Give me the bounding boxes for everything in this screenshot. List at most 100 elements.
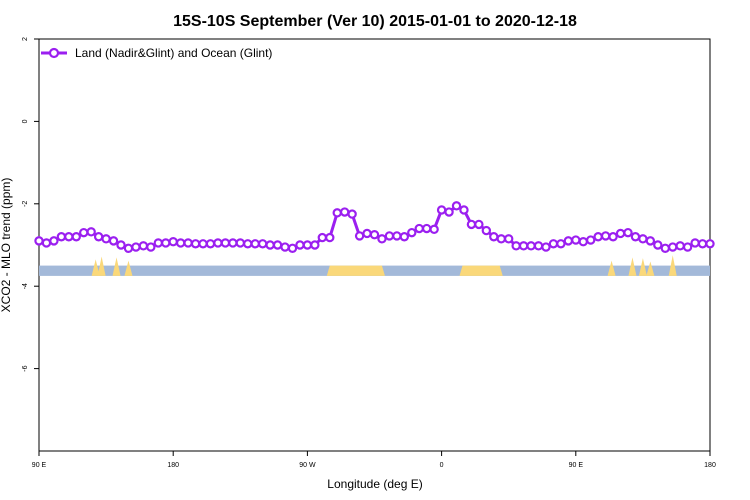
series-layer — [34, 201, 715, 253]
data-point — [548, 239, 559, 249]
data-point — [354, 231, 365, 241]
data-point — [280, 242, 290, 252]
x-tick-label: 90 W — [299, 462, 316, 469]
data-point — [339, 207, 350, 217]
surface-band — [39, 255, 710, 276]
data-point — [586, 235, 596, 245]
data-point — [645, 236, 656, 246]
x-axis-label: Longitude (deg E) — [327, 477, 422, 491]
data-point — [93, 232, 104, 242]
data-point — [131, 242, 141, 252]
data-point — [71, 232, 81, 242]
data-point — [466, 219, 477, 230]
data-point — [399, 232, 410, 242]
data-point — [690, 238, 700, 248]
data-point — [228, 238, 238, 248]
land-segment — [459, 265, 503, 276]
data-point — [250, 239, 260, 249]
x-tick-label: 0 — [440, 462, 444, 469]
y-tick-label: -4 — [22, 283, 29, 289]
x-axis: 90 E 180 90 W 0 90 E 180 — [32, 451, 716, 469]
data-point — [638, 234, 648, 244]
y-axis-label: XCO2 - MLO trend (ppm) — [0, 178, 13, 313]
land-spike — [628, 257, 637, 276]
data-point — [444, 207, 454, 217]
data-point — [205, 239, 216, 249]
data-point — [705, 239, 715, 249]
data-point — [123, 243, 134, 253]
data-point — [459, 205, 469, 215]
data-point — [108, 236, 119, 246]
x-tick-label: 180 — [704, 462, 716, 469]
y-tick-label: 2 — [22, 37, 29, 41]
chart-title: 15S-10S September (Ver 10) 2015-01-01 to… — [173, 13, 577, 30]
data-point — [295, 240, 305, 250]
data-point — [161, 238, 171, 248]
land-spike — [97, 256, 106, 276]
data-point — [451, 201, 462, 211]
data-point — [198, 239, 208, 249]
data-point — [377, 234, 387, 244]
land-spike — [112, 257, 121, 276]
y-tick-label: -6 — [22, 365, 29, 371]
data-point — [541, 242, 551, 252]
data-point — [183, 238, 193, 248]
data-point — [86, 227, 96, 237]
data-point — [146, 242, 156, 252]
data-point — [116, 240, 126, 250]
land-spike — [668, 255, 677, 276]
data-point — [489, 232, 499, 242]
data-point — [511, 241, 521, 251]
data-point — [600, 231, 611, 241]
x-tick-label: 90 E — [569, 462, 584, 469]
data-point — [101, 234, 111, 244]
data-point — [257, 239, 268, 249]
data-point — [421, 223, 432, 234]
data-point — [660, 243, 670, 253]
data-point — [429, 224, 439, 235]
land-spike — [124, 260, 133, 276]
data-point — [556, 239, 566, 249]
data-point — [608, 232, 618, 242]
data-point — [325, 232, 335, 243]
land-spike — [646, 261, 655, 276]
series-line — [38, 204, 710, 250]
y-axis: 2 0 -2 -4 -6 — [22, 37, 39, 372]
data-point — [168, 237, 178, 247]
data-point — [138, 241, 149, 251]
land-spike — [638, 258, 647, 276]
data-point — [362, 228, 372, 239]
data-point — [563, 236, 574, 246]
data-point — [630, 232, 641, 242]
data-point — [272, 240, 283, 250]
data-point — [653, 240, 663, 250]
data-point — [571, 235, 581, 245]
data-point — [533, 241, 544, 251]
data-point — [265, 240, 275, 250]
legend-entry-label: Land (Nadir&Glint) and Ocean (Glint) — [75, 46, 272, 60]
data-point — [153, 238, 163, 248]
data-point — [496, 234, 506, 244]
data-point — [220, 238, 231, 248]
data-point — [504, 234, 514, 244]
data-point — [474, 219, 484, 230]
data-point — [414, 223, 424, 234]
legend: Land (Nadir&Glint) and Ocean (Glint) — [41, 46, 272, 60]
data-point — [190, 239, 201, 249]
data-point — [41, 238, 52, 248]
data-point — [317, 232, 328, 243]
data-point — [682, 242, 693, 252]
data-point — [436, 205, 447, 215]
x-tick-label: 90 E — [32, 462, 47, 469]
data-point — [593, 232, 603, 242]
y-tick-label: 0 — [22, 119, 29, 123]
data-point — [287, 243, 298, 253]
data-point — [243, 239, 253, 249]
land-segment — [326, 265, 385, 276]
data-point — [347, 209, 357, 219]
data-point — [668, 242, 678, 252]
data-point — [623, 227, 633, 238]
data-point — [34, 236, 44, 246]
data-point — [369, 229, 380, 240]
